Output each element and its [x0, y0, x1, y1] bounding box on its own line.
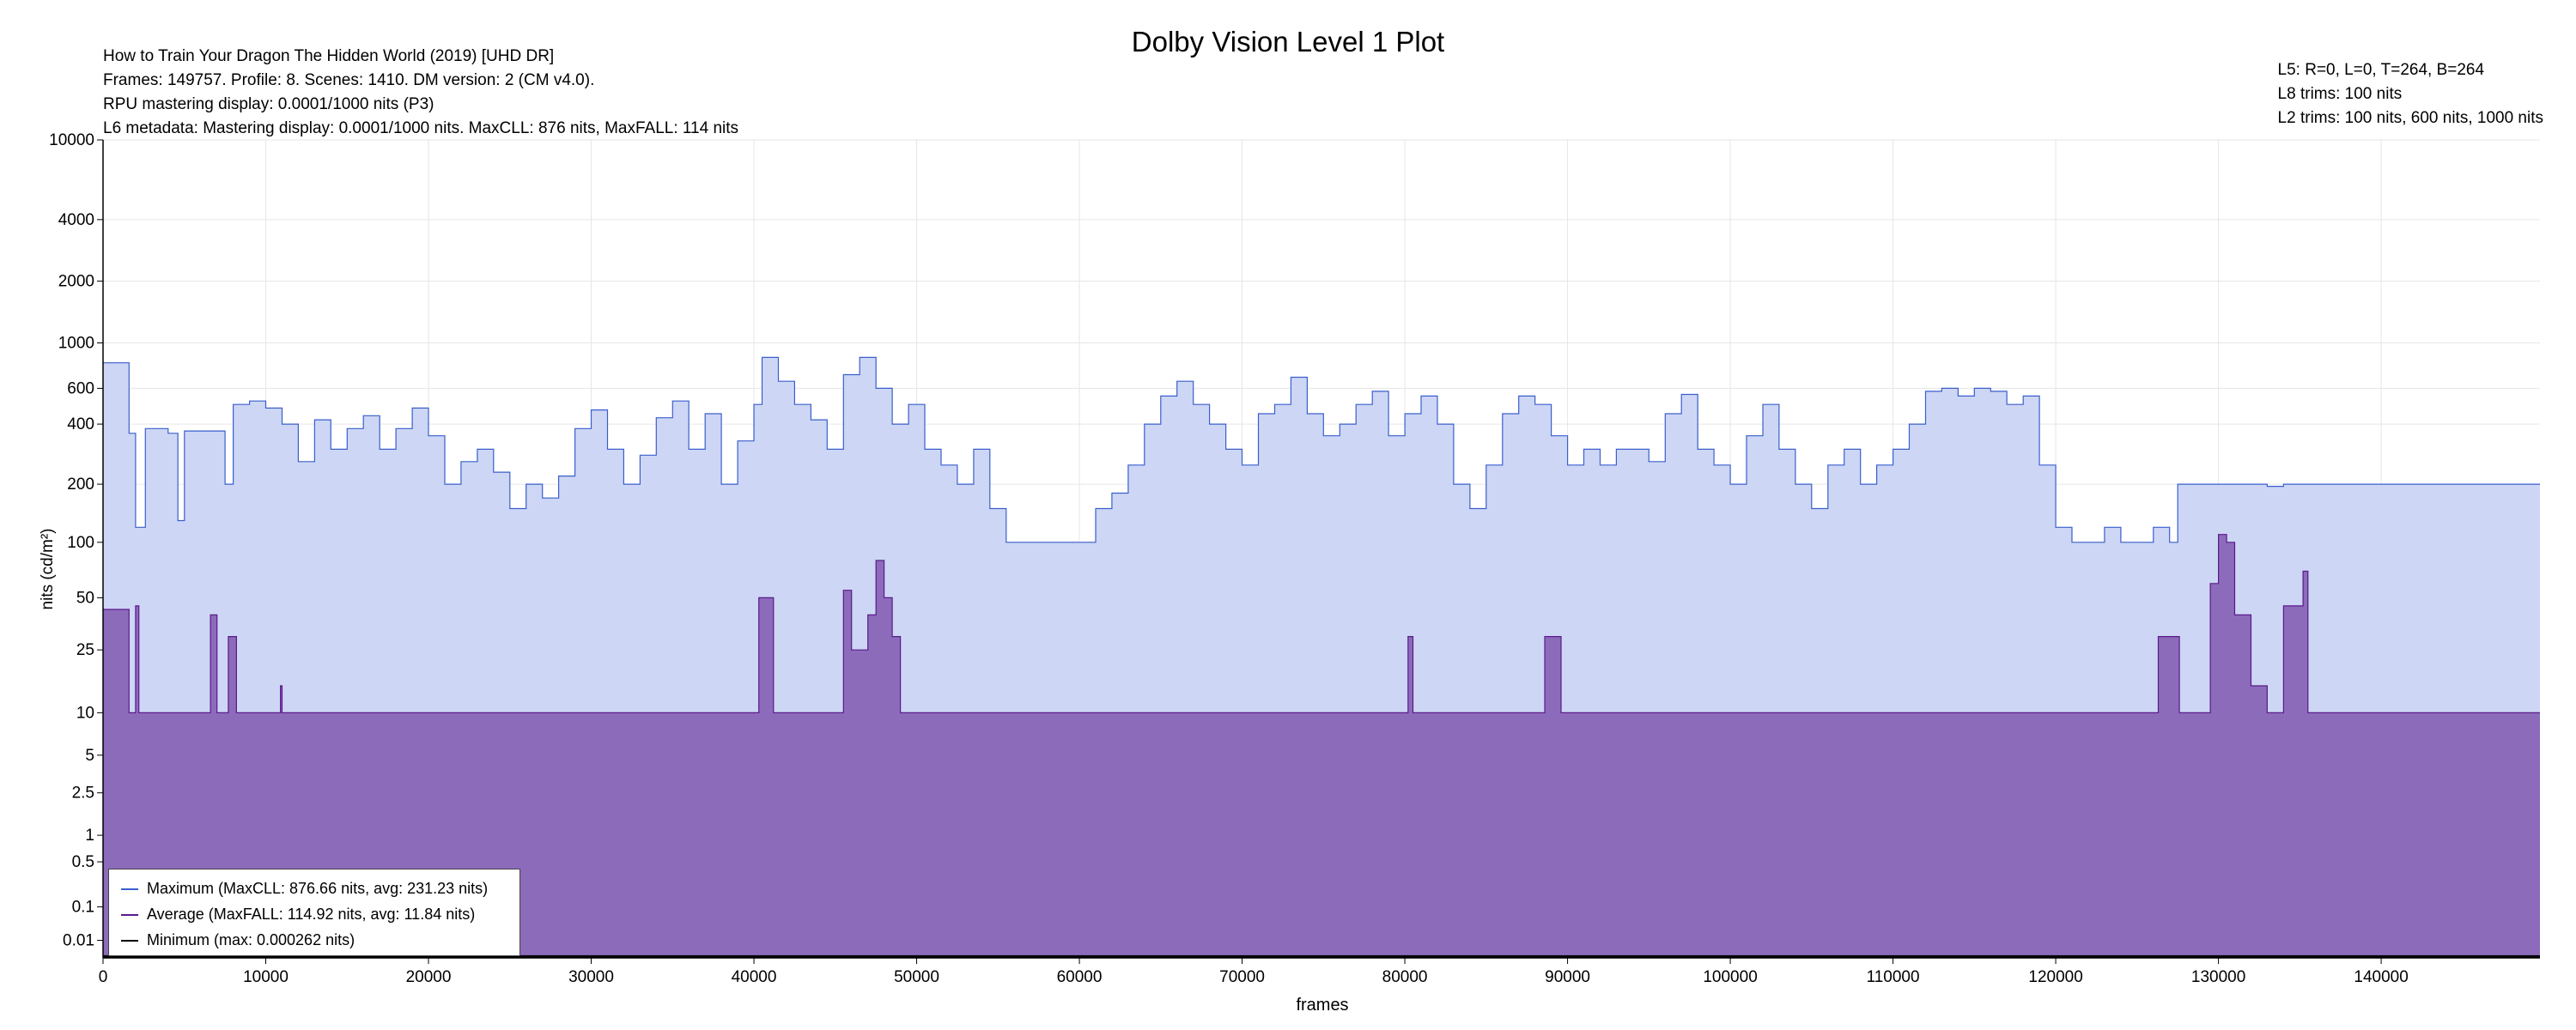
series-average-line [103, 534, 2540, 713]
y-tick-label: 600 [67, 379, 94, 397]
y-tick-label: 50 [76, 589, 94, 607]
x-tick-label: 30000 [568, 968, 614, 986]
y-tick-label: 10 [76, 704, 94, 722]
y-tick-label: 10000 [49, 131, 94, 149]
y-tick-label: 400 [67, 415, 94, 433]
info-line-title: How to Train Your Dragon The Hidden Worl… [103, 47, 555, 65]
legend-label-maximum: Maximum (MaxCLL: 876.66 nits, avg: 231.2… [147, 880, 489, 897]
legend-swatch-maximum [121, 888, 138, 890]
y-tick-label: 200 [67, 476, 94, 494]
x-tick-label: 40000 [732, 968, 777, 986]
x-tick-label: 0 [99, 968, 108, 986]
y-tick-label: 2000 [58, 272, 94, 290]
x-tick-label: 140000 [2354, 968, 2408, 986]
series-maximum-line [103, 356, 2540, 543]
legend-item-average: Average (MaxFALL: 114.92 nits, avg: 11.8… [121, 906, 475, 924]
info-line-l2: L2 trims: 100 nits, 600 nits, 1000 nits [2277, 109, 2543, 127]
legend-swatch-minimum [121, 939, 138, 942]
y-tick-label: 1 [85, 827, 94, 845]
info-line-l5: L5: R=0, L=0, T=264, B=264 [2277, 61, 2485, 79]
info-line-l8: L8 trims: 100 nits [2277, 85, 2403, 103]
info-line-mastering: RPU mastering display: 0.0001/1000 nits … [103, 95, 434, 113]
x-tick-label: 120000 [2028, 968, 2082, 986]
x-tick-label: 10000 [243, 968, 289, 986]
info-panel-right: L5: R=0, L=0, T=264, B=264 L8 trims: 100… [2278, 58, 2543, 130]
x-tick-label: 80000 [1382, 968, 1428, 986]
y-axis-label: nits (cd/m²) [39, 528, 57, 610]
y-tick-label: 4000 [58, 211, 94, 229]
legend-item-minimum: Minimum (max: 0.000262 nits) [121, 931, 355, 949]
chart-title: Dolby Vision Level 1 Plot [1131, 26, 1445, 58]
info-line-frames: Frames: 149757. Profile: 8. Scenes: 1410… [103, 71, 595, 89]
y-tick-label: 0.1 [72, 899, 94, 917]
y-tick-label: 1000 [58, 335, 94, 353]
x-tick-label: 130000 [2191, 968, 2245, 986]
chart-legend: Maximum (MaxCLL: 876.66 nits, avg: 231.2… [108, 869, 520, 956]
y-tick-label: 25 [76, 641, 94, 659]
y-tick-label: 0.01 [63, 932, 94, 950]
legend-item-maximum: Maximum (MaxCLL: 876.66 nits, avg: 231.2… [121, 880, 488, 898]
y-tick-label: 100 [67, 534, 94, 552]
y-tick-label: 5 [85, 747, 94, 765]
legend-label-average: Average (MaxFALL: 114.92 nits, avg: 11.8… [147, 906, 476, 923]
legend-label-minimum: Minimum (max: 0.000262 nits) [147, 931, 355, 948]
info-line-l6: L6 metadata: Mastering display: 0.0001/1… [103, 119, 739, 137]
x-axis-label: frames [1296, 996, 1349, 1015]
info-panel-left: How to Train Your Dragon The Hidden Worl… [103, 45, 738, 141]
x-tick-label: 110000 [1867, 968, 1920, 986]
x-tick-label: 70000 [1219, 968, 1265, 986]
x-tick-label: 100000 [1703, 968, 1757, 986]
legend-swatch-average [121, 913, 138, 916]
x-tick-label: 60000 [1057, 968, 1103, 986]
series-average-area [103, 534, 2540, 958]
x-tick-label: 90000 [1545, 968, 1590, 986]
x-tick-label: 50000 [894, 968, 939, 986]
x-tick-label: 20000 [406, 968, 452, 986]
y-tick-label: 0.5 [72, 853, 94, 871]
y-tick-label: 2.5 [72, 785, 94, 803]
